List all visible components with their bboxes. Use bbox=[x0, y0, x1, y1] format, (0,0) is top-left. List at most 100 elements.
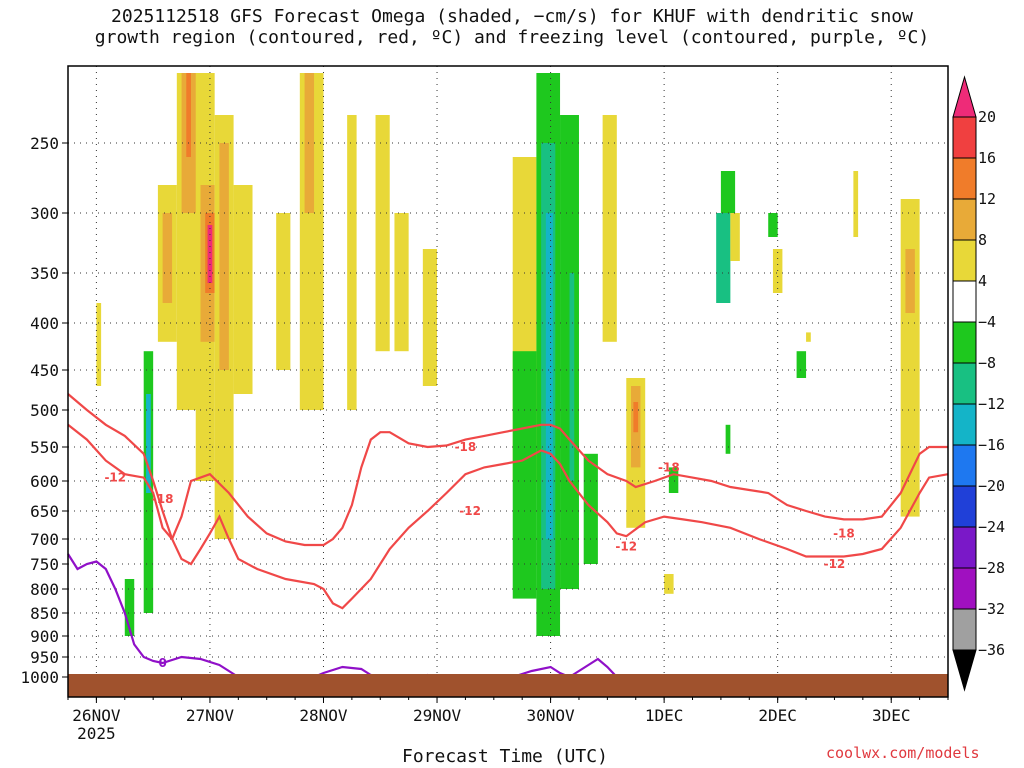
x-tick-sublabel: 2025 bbox=[77, 724, 116, 743]
colorbar-label: −36 bbox=[978, 641, 1005, 659]
colorbar-label: −16 bbox=[978, 436, 1005, 454]
y-tick-label: 1000 bbox=[20, 668, 59, 687]
plot-frame bbox=[67, 65, 949, 698]
omega-cell bbox=[602, 115, 617, 342]
colorbar-box bbox=[952, 403, 977, 446]
contour-label: -18 bbox=[455, 440, 477, 454]
omega-cell bbox=[207, 225, 213, 283]
omega-cell bbox=[730, 213, 740, 261]
omega-cell bbox=[583, 453, 598, 564]
y-tick-label: 600 bbox=[30, 472, 59, 491]
contour-layer: -12 -18 -18 -12 -18 -12 -18 -12 0 bbox=[67, 393, 949, 679]
omega-cell bbox=[96, 303, 102, 386]
y-tick-label: 250 bbox=[30, 134, 59, 153]
omega-cell bbox=[219, 143, 229, 370]
colorbar-label: 12 bbox=[978, 190, 996, 208]
omega-cell bbox=[186, 73, 192, 157]
colorbar-label: −12 bbox=[978, 395, 1005, 413]
omega-cell bbox=[853, 171, 859, 237]
y-tick-label: 350 bbox=[30, 264, 59, 283]
colorbar-label: 16 bbox=[978, 149, 996, 167]
y-tick-label: 750 bbox=[30, 555, 59, 574]
contour-line bbox=[67, 423, 948, 547]
omega-cell bbox=[725, 424, 731, 454]
x-tick-label: 28NOV bbox=[299, 706, 348, 725]
colorbar-box bbox=[952, 239, 977, 282]
y-tick-label: 550 bbox=[30, 438, 59, 457]
y-axis-ticks: 250 300 350 400 450 500 550 600 650 700 750 800 850 9… bbox=[20, 134, 68, 687]
x-tick-label: 27NOV bbox=[186, 706, 235, 725]
y-tick-label: 650 bbox=[30, 502, 59, 521]
contour-label: -18 bbox=[152, 492, 174, 506]
omega-cell bbox=[394, 213, 409, 352]
omega-cell bbox=[806, 332, 811, 342]
colorbar: 20 16 12 8 4 −4 −8 −12 −16 −20 −24 −28 −32 −36 bbox=[952, 75, 1005, 692]
contour-label: -12 bbox=[615, 540, 637, 554]
omega-cell bbox=[422, 249, 438, 386]
contour-line bbox=[67, 393, 949, 610]
credit-link[interactable]: coolwx.com/models bbox=[826, 744, 980, 762]
omega-cell bbox=[668, 467, 679, 493]
omega-cell bbox=[716, 213, 731, 303]
y-tick-label: 700 bbox=[30, 530, 59, 549]
x-axis-title: Forecast Time (UTC) bbox=[402, 746, 608, 767]
x-tick-label: 3DEC bbox=[872, 706, 911, 725]
contour-line bbox=[67, 553, 239, 678]
y-tick-label: 950 bbox=[30, 648, 59, 667]
omega-cell bbox=[233, 185, 253, 394]
omega-cell bbox=[905, 249, 915, 313]
contour-label: -12 bbox=[824, 557, 846, 571]
terrain-layer bbox=[68, 674, 948, 697]
omega-cell bbox=[633, 402, 639, 433]
y-tick-label: 400 bbox=[30, 314, 59, 333]
colorbar-label: −32 bbox=[978, 600, 1005, 618]
omega-cell bbox=[900, 199, 920, 517]
contour-label: -12 bbox=[104, 471, 126, 485]
y-tick-label: 450 bbox=[30, 361, 59, 380]
colorbar-box bbox=[952, 608, 977, 651]
x-tick-label: 26NOV bbox=[72, 706, 121, 725]
contour-label: -18 bbox=[833, 526, 855, 540]
omega-cell bbox=[276, 213, 291, 370]
omega-cell bbox=[512, 351, 537, 599]
y-tick-label: 500 bbox=[30, 401, 59, 420]
omega-cell bbox=[375, 115, 390, 352]
colorbar-box bbox=[952, 321, 977, 364]
omega-cell bbox=[545, 213, 553, 539]
x-tick-label: 30NOV bbox=[526, 706, 575, 725]
y-tick-label: 300 bbox=[30, 204, 59, 223]
terrain-band bbox=[68, 674, 948, 697]
colorbar-label: −20 bbox=[978, 477, 1005, 495]
colorbar-box bbox=[952, 116, 977, 159]
colorbar-label: −28 bbox=[978, 559, 1005, 577]
chart-title-line-1: 2025112518 GFS Forecast Omega (shaded, −… bbox=[111, 6, 913, 27]
colorbar-box bbox=[952, 444, 977, 487]
colorbar-label: 4 bbox=[978, 272, 987, 290]
x-tick-label: 29NOV bbox=[413, 706, 462, 725]
colorbar-label: 20 bbox=[978, 108, 996, 126]
omega-cell bbox=[146, 394, 151, 493]
colorbar-label: −24 bbox=[978, 518, 1005, 536]
omega-cell bbox=[768, 213, 778, 237]
colorbar-box bbox=[952, 485, 977, 528]
contour-label: -12 bbox=[459, 504, 481, 518]
chart-title: 2025112518 GFS Forecast Omega (shaded, −… bbox=[0, 6, 1024, 48]
contour-line bbox=[568, 657, 618, 678]
contour-label: -18 bbox=[658, 460, 680, 474]
omega-cell bbox=[796, 351, 807, 378]
colorbar-box bbox=[952, 362, 977, 405]
colorbar-box bbox=[952, 280, 977, 323]
colorbar-label: −4 bbox=[978, 313, 996, 331]
omega-cell bbox=[124, 579, 135, 636]
omega-cell bbox=[347, 115, 357, 410]
contour-label: 0 bbox=[158, 656, 166, 670]
omega-cell bbox=[162, 213, 173, 303]
x-tick-label: 1DEC bbox=[645, 706, 684, 725]
omega-cell bbox=[664, 574, 674, 594]
colorbar-bottom-arrow bbox=[952, 649, 977, 692]
chart-title-line-2: growth region (contoured, red, ºC) and f… bbox=[94, 27, 930, 48]
omega-cell bbox=[720, 171, 736, 213]
omega-cell bbox=[569, 273, 575, 481]
